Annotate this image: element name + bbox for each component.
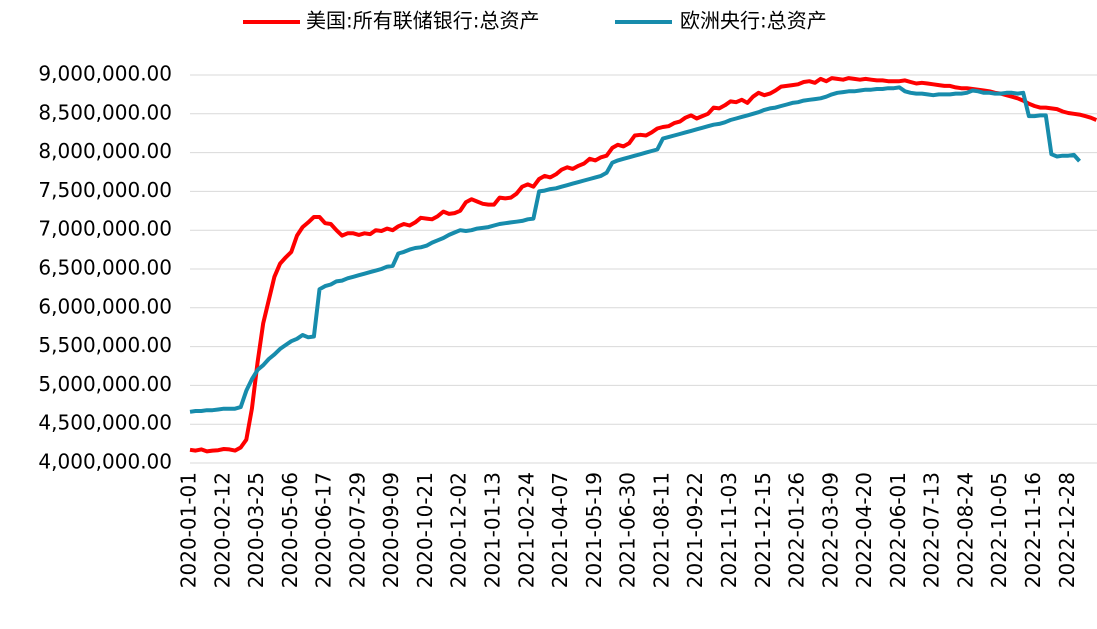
x-tick-label: 2022-04-20: [852, 472, 876, 588]
y-tick-label: 5,500,000.00: [38, 333, 172, 357]
y-tick-label: 4,500,000.00: [38, 411, 172, 435]
x-tick-label: 2022-01-26: [785, 472, 809, 588]
y-tick-label: 7,500,000.00: [38, 178, 172, 202]
line-series: [189, 85, 1081, 414]
x-tick-label: 2020-01-01: [177, 472, 201, 588]
y-tick-label: 6,000,000.00: [38, 294, 172, 318]
x-tick-label: 2020-03-25: [244, 472, 268, 588]
x-tick-label: 2022-06-01: [886, 472, 910, 588]
y-tick-label: 7,000,000.00: [38, 217, 172, 241]
x-tick-label: 2022-12-28: [1055, 472, 1079, 588]
y-tick-label: 6,500,000.00: [38, 256, 172, 280]
legend-label: 美国:所有联储银行:总资产: [306, 9, 539, 33]
x-tick-label: 2020-07-29: [345, 472, 369, 588]
line-series: [189, 76, 1097, 454]
x-tick-label: 2020-06-17: [312, 472, 336, 588]
y-tick-label: 5,000,000.00: [38, 372, 172, 396]
x-tick-label: 2020-05-06: [278, 472, 302, 588]
x-tick-label: 2021-09-22: [683, 472, 707, 588]
x-tick-label: 2022-07-13: [920, 472, 944, 588]
x-tick-label: 2022-11-16: [1021, 472, 1045, 588]
x-tick-label: 2020-10-21: [413, 472, 437, 588]
x-tick-label: 2022-10-05: [987, 472, 1011, 588]
x-tick-label: 2021-06-30: [616, 472, 640, 588]
y-tick-label: 9,000,000.00: [38, 62, 172, 86]
x-tick-label: 2020-12-02: [447, 472, 471, 588]
x-tick-label: 2021-04-07: [548, 472, 572, 588]
x-tick-label: 2020-09-09: [379, 472, 403, 588]
x-tick-label: 2021-11-03: [717, 472, 741, 588]
x-tick-label: 2021-01-13: [481, 472, 505, 588]
x-tick-label: 2022-08-24: [953, 472, 977, 588]
y-tick-label: 8,500,000.00: [38, 100, 172, 124]
y-tick-label: 4,000,000.00: [38, 450, 172, 474]
x-tick-label: 2021-08-11: [649, 472, 673, 588]
x-tick-label: 2020-02-12: [210, 472, 234, 588]
legend-label: 欧洲央行:总资产: [680, 9, 827, 33]
x-tick-label: 2021-02-24: [514, 472, 538, 588]
x-tick-label: 2021-05-19: [582, 472, 606, 588]
x-tick-label: 2021-12-15: [751, 472, 775, 588]
y-tick-label: 8,000,000.00: [38, 139, 172, 163]
x-tick-label: 2022-03-09: [818, 472, 842, 588]
